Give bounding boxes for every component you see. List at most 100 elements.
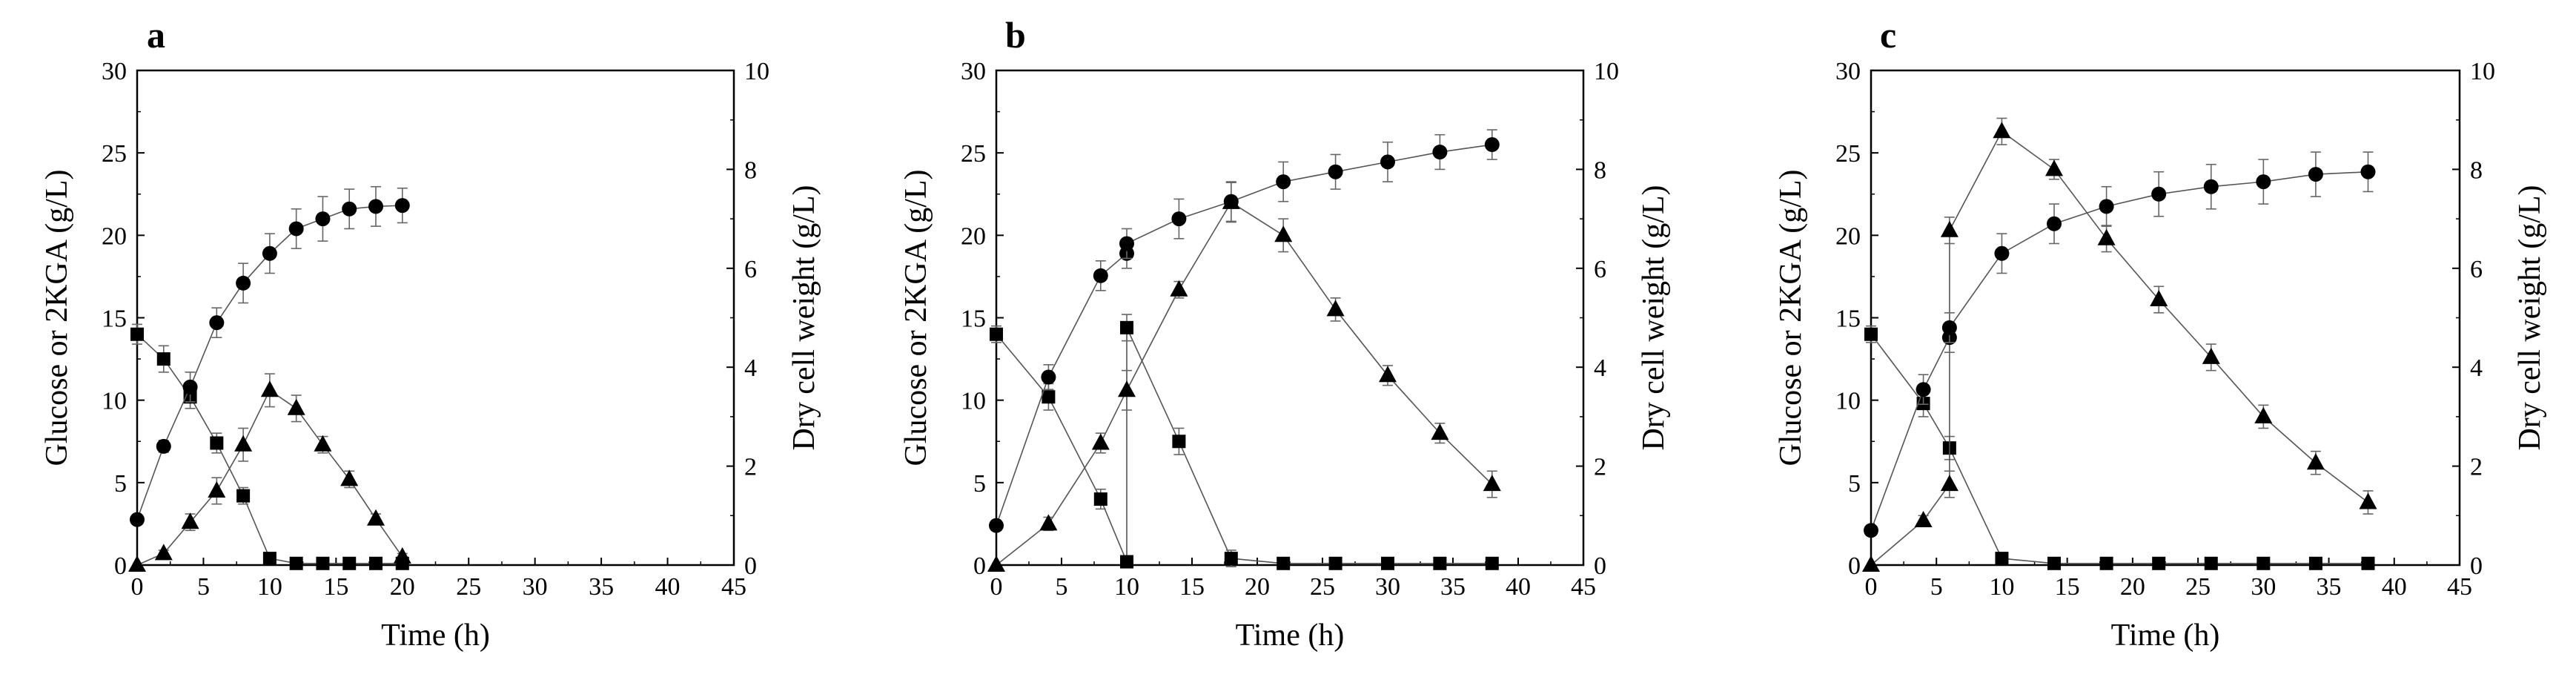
- data-point-circle: [130, 512, 145, 527]
- x-tick-label: 45: [721, 573, 746, 601]
- data-point-circle: [1994, 245, 2010, 261]
- data-point-square: [1995, 552, 2009, 566]
- data-point-square: [289, 556, 303, 570]
- data-point-triangle: [1170, 280, 1188, 297]
- x-tick-label: 35: [1440, 573, 1466, 601]
- data-point-circle: [1432, 145, 1448, 160]
- x-tick-label: 5: [1930, 573, 1943, 601]
- data-point-circle: [2151, 186, 2167, 202]
- y-tick-label: 5: [973, 470, 986, 498]
- y2-tick-label: 2: [744, 454, 757, 481]
- x-tick-label: 0: [1865, 573, 1878, 601]
- x-axis-title: Time (h): [2111, 618, 2220, 653]
- y-tick-label: 20: [961, 222, 986, 250]
- y-tick-label: 0: [114, 552, 127, 580]
- data-point-circle: [1941, 320, 1957, 335]
- x-tick-label: 40: [1506, 573, 1531, 601]
- data-point-circle: [1223, 194, 1239, 209]
- data-point-circle: [989, 518, 1004, 533]
- data-point-square: [1120, 555, 1133, 569]
- y-tick-label: 25: [1835, 140, 1861, 168]
- x-axis-title: Time (h): [1236, 618, 1345, 653]
- y-axis-title: Glucose or 2KGA (g/L): [40, 169, 74, 466]
- series-2kga: [128, 373, 411, 572]
- y-tick-label: 5: [114, 470, 127, 498]
- data-point-circle: [315, 211, 331, 227]
- y-tick-label: 15: [102, 306, 127, 333]
- y2-tick-label: 4: [1594, 354, 1606, 382]
- x-tick-label: 30: [1375, 573, 1400, 601]
- data-point-square: [2047, 556, 2062, 570]
- data-point-circle: [236, 275, 251, 291]
- data-point-square: [342, 556, 357, 570]
- y2-tick-label: 6: [1594, 256, 1606, 283]
- data-point-triangle: [340, 469, 359, 486]
- data-point-square: [1485, 556, 1499, 570]
- data-point-triangle: [2359, 492, 2377, 509]
- x-tick-label: 5: [197, 573, 210, 601]
- data-point-circle: [2099, 199, 2114, 214]
- x-tick-label: 30: [523, 573, 548, 601]
- data-point-circle: [1328, 164, 1343, 179]
- data-point-square: [1277, 556, 1291, 570]
- data-point-circle: [2256, 174, 2271, 190]
- x-tick-label: 20: [2120, 573, 2145, 601]
- data-point-square: [1093, 492, 1107, 506]
- x-tick-label: 25: [456, 573, 481, 601]
- data-point-triangle: [234, 435, 253, 452]
- x-tick-label: 40: [2382, 573, 2407, 601]
- data-point-triangle: [1993, 122, 2011, 139]
- data-point-triangle: [128, 555, 146, 572]
- data-point-triangle: [1940, 220, 1959, 237]
- x-tick-label: 25: [1310, 573, 1335, 601]
- data-point-circle: [182, 379, 198, 395]
- x-tick-label: 35: [2317, 573, 2342, 601]
- data-point-circle: [156, 438, 171, 454]
- y2-axis-title: Dry cell weight (g/L): [787, 185, 821, 450]
- y-tick-label: 20: [102, 222, 127, 250]
- data-point-square: [156, 352, 170, 366]
- series-line-glucose: [996, 327, 1492, 564]
- data-point-triangle: [2306, 453, 2325, 470]
- data-point-triangle: [287, 398, 305, 415]
- data-point-circle: [1171, 211, 1187, 227]
- data-point-square: [1864, 327, 1878, 341]
- series-line-glucose: [136, 334, 403, 564]
- y2-tick-label: 10: [1594, 58, 1619, 85]
- y-tick-label: 10: [1835, 388, 1861, 415]
- data-point-triangle: [367, 509, 385, 526]
- data-point-circle: [1864, 523, 1878, 538]
- data-point-triangle: [393, 547, 411, 564]
- data-point-circle: [1276, 174, 1291, 190]
- data-point-triangle: [1483, 475, 1501, 492]
- data-point-triangle: [1039, 514, 1058, 531]
- data-point-square: [262, 552, 277, 566]
- series-dry-cell-weight: [130, 185, 410, 527]
- data-point-square: [1042, 390, 1056, 404]
- y2-tick-label: 8: [1594, 156, 1606, 184]
- data-point-triangle: [2097, 228, 2116, 245]
- data-point-triangle: [987, 555, 1005, 572]
- y2-axis-title: Dry cell weight (g/L): [2513, 185, 2547, 450]
- x-tick-label: 30: [2251, 573, 2276, 601]
- x-tick-label: 45: [1571, 573, 1596, 601]
- data-point-circle: [1484, 137, 1500, 153]
- data-point-square: [130, 327, 144, 341]
- data-point-circle: [1041, 369, 1056, 385]
- data-point-square: [369, 556, 383, 570]
- x-tick-label: 45: [2447, 573, 2472, 601]
- data-point-triangle: [2202, 347, 2220, 364]
- y-tick-label: 30: [102, 58, 127, 85]
- data-point-triangle: [2254, 406, 2273, 423]
- x-tick-label: 10: [1114, 573, 1139, 601]
- series-line-2kga: [996, 201, 1493, 566]
- data-point-circle: [1380, 154, 1395, 170]
- y2-tick-label: 0: [2470, 552, 2483, 580]
- series-line-dry-cell-weight: [996, 144, 1492, 526]
- y-tick-label: 25: [102, 140, 127, 168]
- data-point-circle: [1119, 236, 1134, 251]
- data-point-square: [2099, 556, 2113, 570]
- data-point-square: [2308, 556, 2322, 570]
- x-tick-label: 40: [655, 573, 681, 601]
